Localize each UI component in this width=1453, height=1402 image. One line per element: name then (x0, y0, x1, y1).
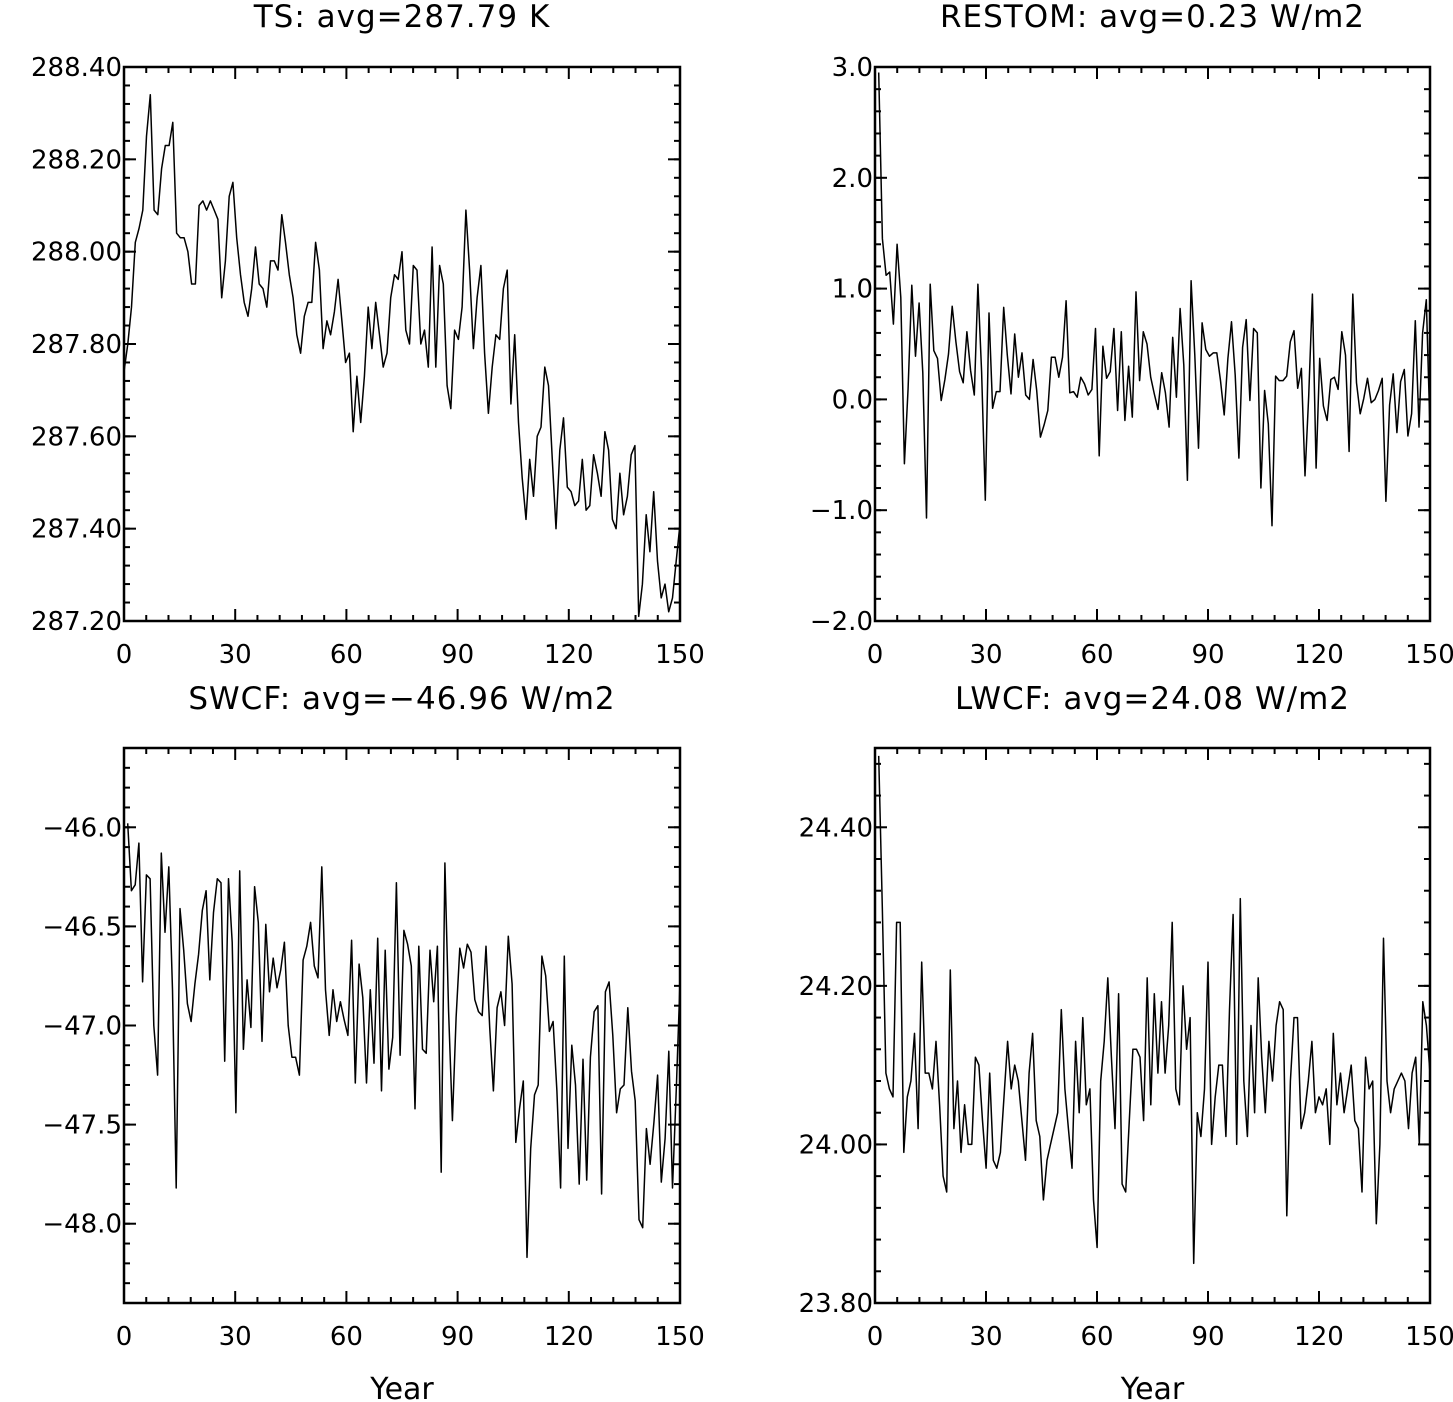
y-tick-label: 287.20 (31, 607, 122, 637)
y-tick-label: 288.40 (31, 53, 122, 83)
panel-title-1: TS: avg=287.79 K (253, 0, 551, 35)
y-tick-label: 287.80 (31, 330, 122, 360)
x-tick-label: 0 (867, 640, 884, 670)
plot-frame-2 (873, 65, 1432, 623)
y-tick-label: 23.80 (799, 1289, 873, 1319)
x-tick-label: 150 (1405, 1322, 1453, 1352)
y-tick-label: −47.5 (42, 1111, 122, 1141)
x-tick-label: 120 (1294, 640, 1344, 670)
y-tick-label: 3.0 (832, 53, 873, 83)
x-tick-label: 60 (1080, 1322, 1113, 1352)
y-tick-label: 287.40 (31, 515, 122, 545)
x-tick-label: 0 (116, 640, 133, 670)
x-tick-label: 60 (330, 640, 363, 670)
x-tick-label: 0 (116, 1322, 133, 1352)
y-tick-label: 24.20 (799, 972, 873, 1002)
x-tick-label: 90 (441, 640, 474, 670)
plot-frame-4 (873, 746, 1432, 1305)
x-tick-label: 30 (219, 640, 252, 670)
x-tick-label: 150 (655, 640, 705, 670)
plot-frame-1 (122, 65, 682, 623)
panel-title-2: RESTOM: avg=0.23 W/m2 (940, 0, 1365, 35)
series-line-3 (126, 823, 681, 1259)
series-line-2 (877, 72, 1431, 527)
y-tick-label: −48.0 (42, 1210, 122, 1240)
x-tick-label: 150 (1405, 640, 1453, 670)
y-tick-label: −2.0 (810, 607, 873, 637)
x-tick-label: 120 (1294, 1322, 1344, 1352)
y-tick-label: 0.0 (832, 385, 873, 415)
y-tick-label: 2.0 (832, 164, 873, 194)
x-tick-label: 30 (969, 1322, 1002, 1352)
series-line-4 (877, 755, 1431, 1265)
x-tick-label: 120 (544, 640, 594, 670)
y-tick-label: −1.0 (810, 496, 873, 526)
y-tick-label: 288.00 (31, 238, 122, 268)
x-tick-label: 150 (655, 1322, 705, 1352)
y-tick-label: 1.0 (832, 275, 873, 305)
x-axis-label-3: Year (369, 1372, 434, 1402)
x-tick-label: 30 (969, 640, 1002, 670)
y-tick-label: 24.00 (799, 1130, 873, 1160)
x-axis-label-4: Year (1120, 1372, 1185, 1402)
x-tick-label: 120 (544, 1322, 594, 1352)
y-tick-label: 24.40 (799, 813, 873, 843)
x-tick-label: 0 (867, 1322, 884, 1352)
x-tick-label: 90 (441, 1322, 474, 1352)
panel-title-4: LWCF: avg=24.08 W/m2 (955, 681, 1350, 717)
x-tick-label: 30 (219, 1322, 252, 1352)
plot-frame-3 (122, 746, 682, 1305)
y-tick-label: −46.0 (42, 813, 122, 843)
y-tick-label: −46.5 (42, 912, 122, 942)
y-tick-label: 288.20 (31, 145, 122, 175)
x-tick-label: 60 (1080, 640, 1113, 670)
y-tick-label: −47.0 (42, 1012, 122, 1042)
series-line-1 (123, 93, 681, 618)
x-tick-label: 90 (1191, 640, 1224, 670)
x-tick-label: 60 (330, 1322, 363, 1352)
panel-title-3: SWCF: avg=−46.96 W/m2 (188, 681, 615, 717)
y-tick-label: 287.60 (31, 422, 122, 452)
x-tick-label: 90 (1191, 1322, 1224, 1352)
